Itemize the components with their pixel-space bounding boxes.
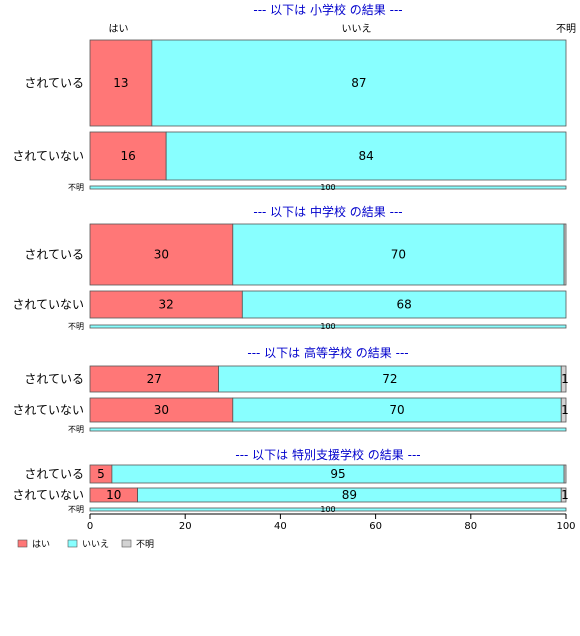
legend-label: いいえ	[82, 539, 109, 550]
x-tick-label: 20	[179, 521, 192, 532]
bar-segment	[232, 223, 565, 286]
data-label: 95	[330, 467, 345, 481]
row-label: されている	[24, 248, 84, 262]
bar-segment	[89, 39, 153, 127]
data-label: 87	[351, 76, 366, 90]
data-label: 68	[397, 298, 412, 312]
legend-swatch	[121, 539, 132, 548]
row-label: されている	[24, 76, 84, 90]
bar-segment	[89, 365, 219, 393]
bar-segment	[89, 324, 567, 329]
data-label: 1	[561, 372, 569, 386]
bar-segment	[89, 397, 234, 423]
panel-title: --- 以下は 小学校 の結果 ---	[253, 2, 402, 17]
row-label: 不明	[68, 322, 84, 331]
legend-swatch	[17, 539, 28, 548]
data-label: 27	[147, 372, 162, 386]
data-label: 1	[561, 488, 569, 502]
data-label: 100	[320, 322, 335, 331]
data-label: 100	[320, 183, 335, 192]
row-label: 不明	[68, 505, 84, 514]
bar-segment	[560, 487, 567, 503]
data-label: 13	[113, 76, 128, 90]
bar-segment	[560, 397, 567, 423]
x-tick-label: 60	[369, 521, 382, 532]
x-tick-label: 0	[87, 521, 93, 532]
bar-segment	[560, 365, 567, 393]
row-label: されている	[24, 372, 84, 386]
panel-title: --- 以下は 高等学校 の結果 ---	[247, 345, 408, 360]
data-label: 89	[342, 488, 357, 502]
bar-segment	[89, 290, 243, 319]
panel-title: --- 以下は 特別支援学校 の結果 ---	[235, 447, 420, 462]
x-tick-label: 40	[274, 521, 287, 532]
legend-label: 不明	[136, 539, 154, 550]
data-label: 16	[120, 149, 135, 163]
bar-segment	[241, 290, 567, 319]
row-label: されていない	[12, 403, 84, 417]
data-label: 32	[159, 298, 174, 312]
legend-swatch	[67, 539, 78, 548]
row-label: されている	[24, 467, 84, 481]
data-label: 1	[561, 403, 569, 417]
x-tick-label: 80	[464, 521, 477, 532]
data-label: 100	[320, 505, 335, 514]
row-label: されていない	[12, 488, 84, 502]
bar-segment	[563, 464, 567, 484]
data-label: 30	[154, 248, 169, 262]
data-label: 84	[358, 149, 373, 163]
bar-segment	[563, 223, 567, 286]
data-label: 10	[106, 488, 121, 502]
row-label: されていない	[12, 298, 84, 312]
row-label: 不明	[68, 183, 84, 192]
data-label: 5	[97, 467, 105, 481]
legend-label: はい	[32, 539, 50, 550]
bar-segment	[165, 131, 567, 181]
x-tick-label: 100	[556, 521, 575, 532]
data-label: 30	[154, 403, 169, 417]
data-label: 70	[389, 403, 404, 417]
bar-segment	[89, 131, 167, 181]
bar-segment	[89, 507, 567, 512]
bar-segment	[89, 185, 567, 190]
data-label: 70	[391, 248, 406, 262]
top-category-label: いいえ	[342, 23, 372, 35]
top-category-label: 不明	[556, 23, 576, 35]
bar-segment	[89, 427, 567, 432]
data-label: 72	[382, 372, 397, 386]
bar-segment	[151, 39, 567, 127]
top-category-label: はい	[109, 23, 129, 35]
panel-title: --- 以下は 中学校 の結果 ---	[253, 204, 402, 219]
bar-segment	[89, 223, 234, 286]
row-label: されていない	[12, 149, 84, 163]
row-label: 不明	[68, 425, 84, 434]
